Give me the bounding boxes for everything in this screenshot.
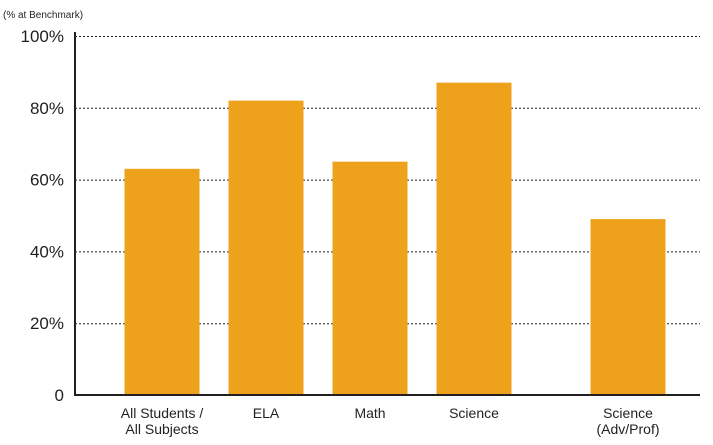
y-tick-label-60: 60% [30,171,64,190]
y-axis-ticks: 0 20% 40% 60% 80% 100% [21,27,64,405]
bar-3 [436,82,512,396]
x-tick-label-0: All Students / All Subjects [121,405,204,437]
x-tick-label-3: Science [449,405,499,421]
y-tick-label-80: 80% [30,99,64,118]
x-tick-label-1: ELA [253,405,280,421]
x-axis-ticks: All Students / All Subjects ELA Math Science… [121,405,660,437]
bar-4 [590,219,666,395]
y-tick-label-0: 0 [55,386,64,405]
axes [74,32,700,396]
x-tick-label-2: Math [354,405,385,421]
bar-2 [332,161,408,395]
x-tick-label-4: Science (Adv/Prof) [596,405,659,437]
bar-1 [228,100,304,396]
y-tick-label-100: 100% [21,27,64,46]
y-tick-label-20: 20% [30,314,64,333]
bars [124,82,666,396]
y-axis-unit-label: (% at Benchmark) [3,10,83,21]
bar-0 [124,168,200,395]
y-tick-label-40: 40% [30,242,64,261]
